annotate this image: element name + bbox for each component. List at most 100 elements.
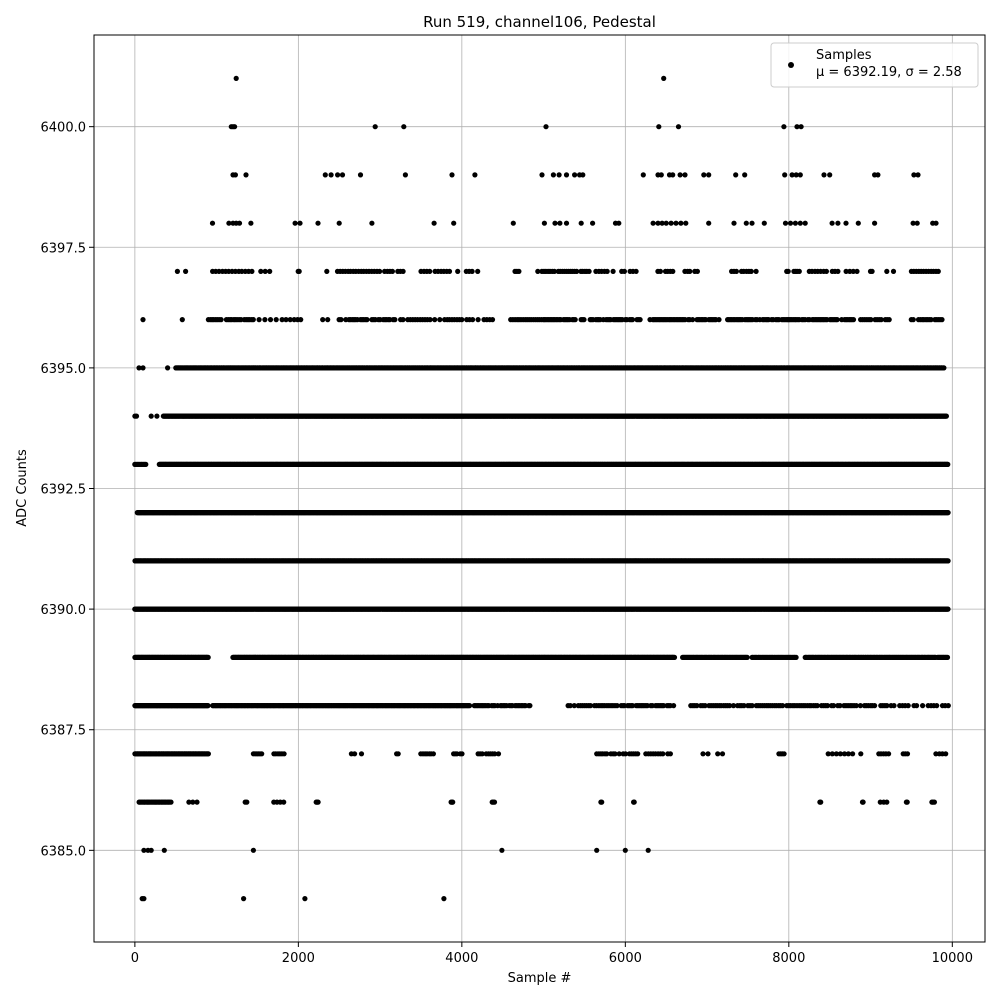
sample-point [787, 220, 794, 226]
sample-point [716, 317, 722, 323]
sample-point [250, 317, 256, 323]
sample-point [580, 172, 586, 178]
sample-point [789, 172, 795, 178]
sample-point [706, 220, 712, 226]
sample-point [640, 172, 646, 178]
sample-point [586, 268, 592, 274]
sample-point [267, 317, 274, 323]
sample-point [637, 317, 643, 323]
sample-point [794, 124, 800, 130]
sample-point [472, 172, 478, 178]
sample-point [218, 317, 224, 323]
sample-point [797, 220, 803, 226]
sample-point [470, 317, 476, 323]
sample-point [539, 172, 545, 178]
sample-point [262, 317, 268, 323]
sample-point [283, 317, 289, 323]
sample-point [604, 268, 610, 274]
sample-point [945, 461, 951, 467]
sample-point [543, 124, 549, 130]
sample-point [785, 268, 791, 274]
sample-point [670, 268, 676, 274]
sample-point [761, 220, 767, 226]
sample-point [249, 268, 255, 274]
sample-point [731, 220, 737, 226]
sample-point [855, 220, 861, 226]
sample-point [563, 220, 570, 226]
sample-point [140, 365, 146, 371]
sample-point [749, 220, 755, 226]
sample-point [469, 268, 475, 274]
sample-point [572, 317, 578, 323]
sample-point [377, 268, 383, 274]
sample-point [556, 172, 562, 178]
sample-point [797, 172, 803, 178]
sample-point [706, 172, 712, 178]
sample-point [675, 124, 682, 130]
sample-point [325, 317, 331, 323]
sample-point [656, 124, 662, 130]
sample-point [690, 317, 696, 323]
sample-point [535, 268, 541, 274]
sample-point [402, 172, 408, 178]
sample-point [827, 172, 833, 178]
sample-point [357, 172, 364, 178]
sample-point [694, 268, 701, 274]
sample-point [179, 317, 185, 323]
sample-point [459, 317, 465, 323]
sample-point [914, 220, 920, 226]
sample-point [510, 220, 516, 226]
sample-point [335, 172, 341, 178]
sample-point [928, 317, 934, 323]
sample-point [670, 172, 676, 178]
sample-point [574, 268, 580, 274]
sample-point [431, 220, 437, 226]
sample-point [516, 268, 522, 274]
sample-point [262, 268, 268, 274]
sample-point [133, 413, 140, 419]
sample-point [243, 172, 249, 178]
sample-point [287, 317, 293, 323]
sample-point [943, 413, 950, 419]
sample-point [616, 220, 622, 226]
sample-point [273, 317, 279, 323]
sample-point [935, 268, 941, 274]
sample-point [658, 172, 664, 178]
sample-point [256, 317, 262, 323]
sample-point [324, 268, 330, 274]
sample-point [933, 220, 939, 226]
sample-point [941, 365, 947, 371]
sample-point [233, 75, 239, 81]
sample-point [136, 365, 142, 371]
sample-point [174, 268, 180, 274]
sample-point [209, 220, 216, 226]
sample-point [650, 220, 656, 226]
sample-point [148, 413, 154, 419]
sample-point [678, 220, 684, 226]
sample-point [878, 317, 884, 323]
sample-point [796, 268, 802, 274]
sample-point [629, 317, 636, 323]
sample-point [315, 220, 321, 226]
sample-point [267, 268, 273, 274]
sample-point [668, 220, 674, 226]
sample-point [232, 172, 238, 178]
sample-point [154, 413, 160, 419]
sample-point [279, 317, 285, 323]
sample-point [400, 268, 406, 274]
sample-point [850, 268, 856, 274]
sample-point [557, 220, 563, 226]
sample-point [226, 220, 232, 226]
sample-point [581, 317, 587, 323]
sample-point [829, 220, 835, 226]
sample-point [610, 268, 616, 274]
sample-point [296, 268, 302, 274]
sample-point [835, 220, 841, 226]
sample-point [910, 317, 916, 323]
sample-point [655, 220, 661, 226]
sample-point [872, 220, 878, 226]
sample-point [682, 172, 688, 178]
sample-point [911, 172, 917, 178]
sample-point [687, 268, 693, 274]
